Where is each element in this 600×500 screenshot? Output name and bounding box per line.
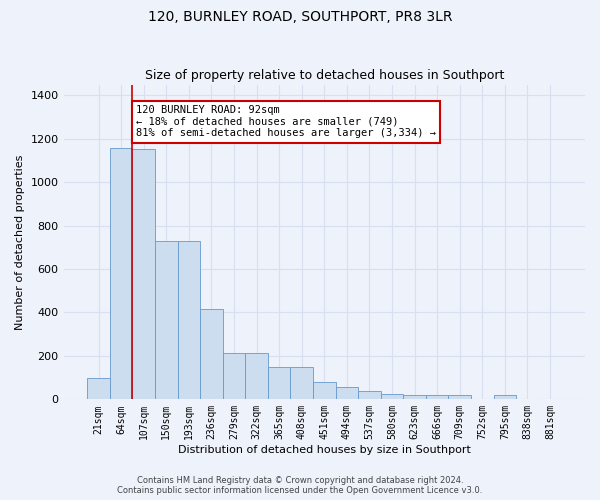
Text: Contains HM Land Registry data © Crown copyright and database right 2024.
Contai: Contains HM Land Registry data © Crown c… xyxy=(118,476,482,495)
Bar xyxy=(268,367,290,400)
Bar xyxy=(200,309,223,400)
Bar xyxy=(133,148,155,400)
Bar xyxy=(403,395,426,400)
Bar xyxy=(245,352,268,400)
Y-axis label: Number of detached properties: Number of detached properties xyxy=(15,154,25,330)
Bar xyxy=(335,388,358,400)
Bar xyxy=(358,390,381,400)
X-axis label: Distribution of detached houses by size in Southport: Distribution of detached houses by size … xyxy=(178,445,471,455)
Bar xyxy=(313,382,335,400)
Bar xyxy=(223,352,245,400)
Bar xyxy=(381,394,403,400)
Bar xyxy=(155,241,178,400)
Title: Size of property relative to detached houses in Southport: Size of property relative to detached ho… xyxy=(145,69,504,82)
Bar xyxy=(178,241,200,400)
Bar xyxy=(110,148,133,400)
Text: 120, BURNLEY ROAD, SOUTHPORT, PR8 3LR: 120, BURNLEY ROAD, SOUTHPORT, PR8 3LR xyxy=(148,10,452,24)
Bar xyxy=(494,395,516,400)
Bar xyxy=(426,395,448,400)
Bar xyxy=(87,378,110,400)
Text: 120 BURNLEY ROAD: 92sqm
← 18% of detached houses are smaller (749)
81% of semi-d: 120 BURNLEY ROAD: 92sqm ← 18% of detache… xyxy=(136,105,436,138)
Bar xyxy=(290,367,313,400)
Bar xyxy=(448,395,471,400)
